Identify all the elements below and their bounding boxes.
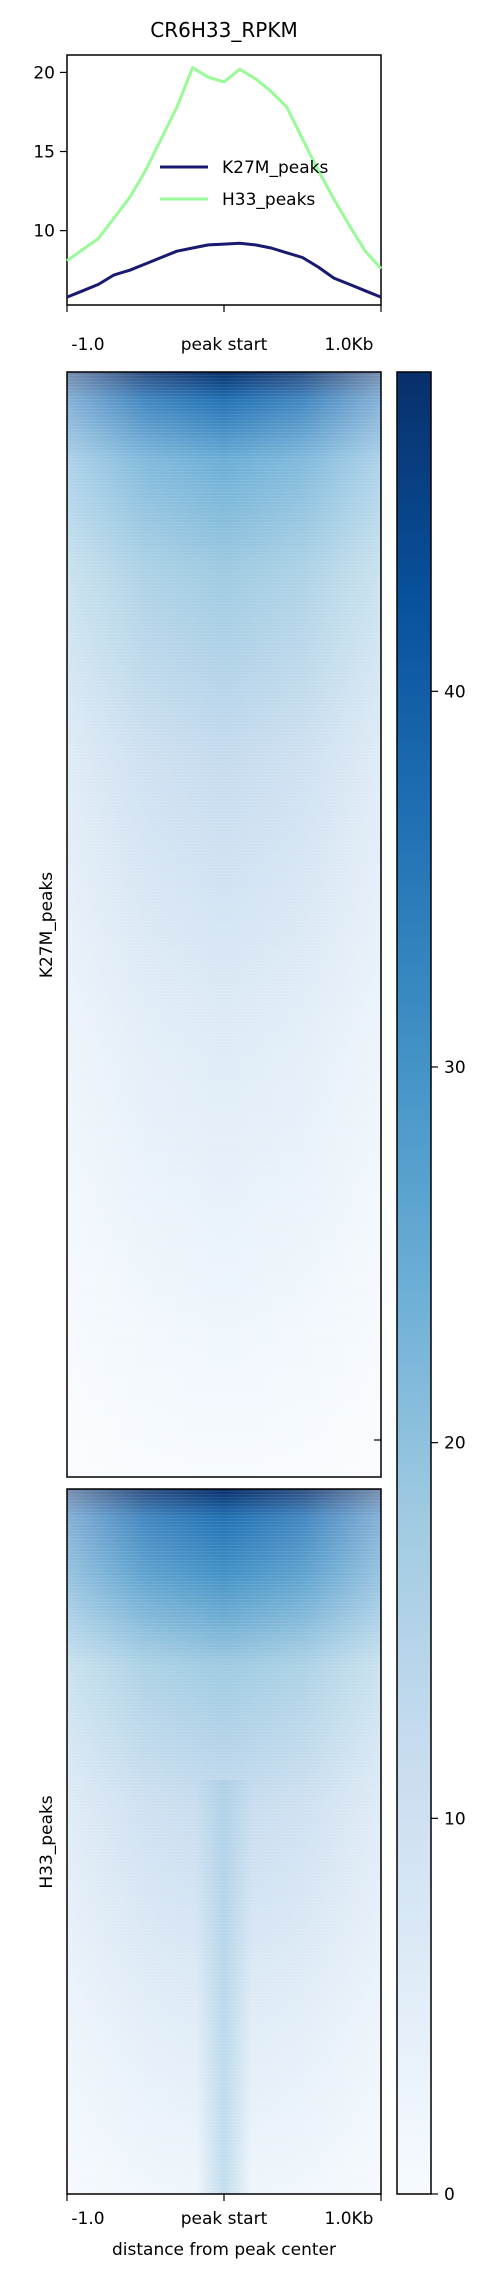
heatmap-xtick-left: -1.0 [71,2209,104,2229]
colorbar-ticks: 0 10 20 30 40 [431,682,466,2205]
legend-label-k27m: K27M_peaks [222,158,328,178]
profile-ytick-label: 15 [33,143,55,163]
profile-xtick-center: peak start [181,335,268,355]
heatmap-k27m-label: K27M_peaks [37,872,57,978]
heatmap-h33-label: H33_peaks [37,1795,57,1888]
colorbar: 0 10 20 30 40 [397,372,466,2205]
heatmap-x-axis: -1.0 peak start 1.0Kb distance from peak… [67,2194,381,2260]
series-line-k27m-peaks [67,243,381,297]
heatmap-xlabel: distance from peak center [112,2240,336,2260]
heatmap-xtick-center: peak start [181,2209,268,2229]
profile-legend: K27M_peaks H33_peaks [160,158,328,210]
profile-xtick-left: -1.0 [71,335,104,355]
colorbar-tick-label: 30 [444,1058,466,1078]
profile-plot: 10 15 20 K27M_peaks H33_peaks -1.0 peak st… [33,55,381,355]
profile-ytick-label: 10 [33,222,55,242]
heatmap-xtick-right: 1.0Kb [325,2209,374,2229]
colorbar-tick-label: 20 [444,1434,466,1454]
colorbar-tick-label: 0 [444,2185,455,2205]
profile-ytick-label: 20 [33,63,55,83]
heatmap-k27m: K27M_peaks [37,372,381,1477]
legend-label-h33: H33_peaks [222,190,315,210]
profile-x-axis: -1.0 peak start 1.0Kb [67,305,381,355]
heatmap-h33: H33_peaks -1.0 peak start 1.0Kb distance… [37,1489,381,2260]
colorbar-tick-label: 40 [444,682,466,702]
profile-frame [67,55,381,305]
profile-y-axis: 10 15 20 [33,63,67,241]
colorbar-tick-label: 10 [444,1809,466,1829]
colorbar-gradient [397,372,431,2194]
profile-series [67,68,381,297]
chart-title: CR6H33_RPKM [150,18,297,42]
profile-xtick-right: 1.0Kb [325,335,374,355]
